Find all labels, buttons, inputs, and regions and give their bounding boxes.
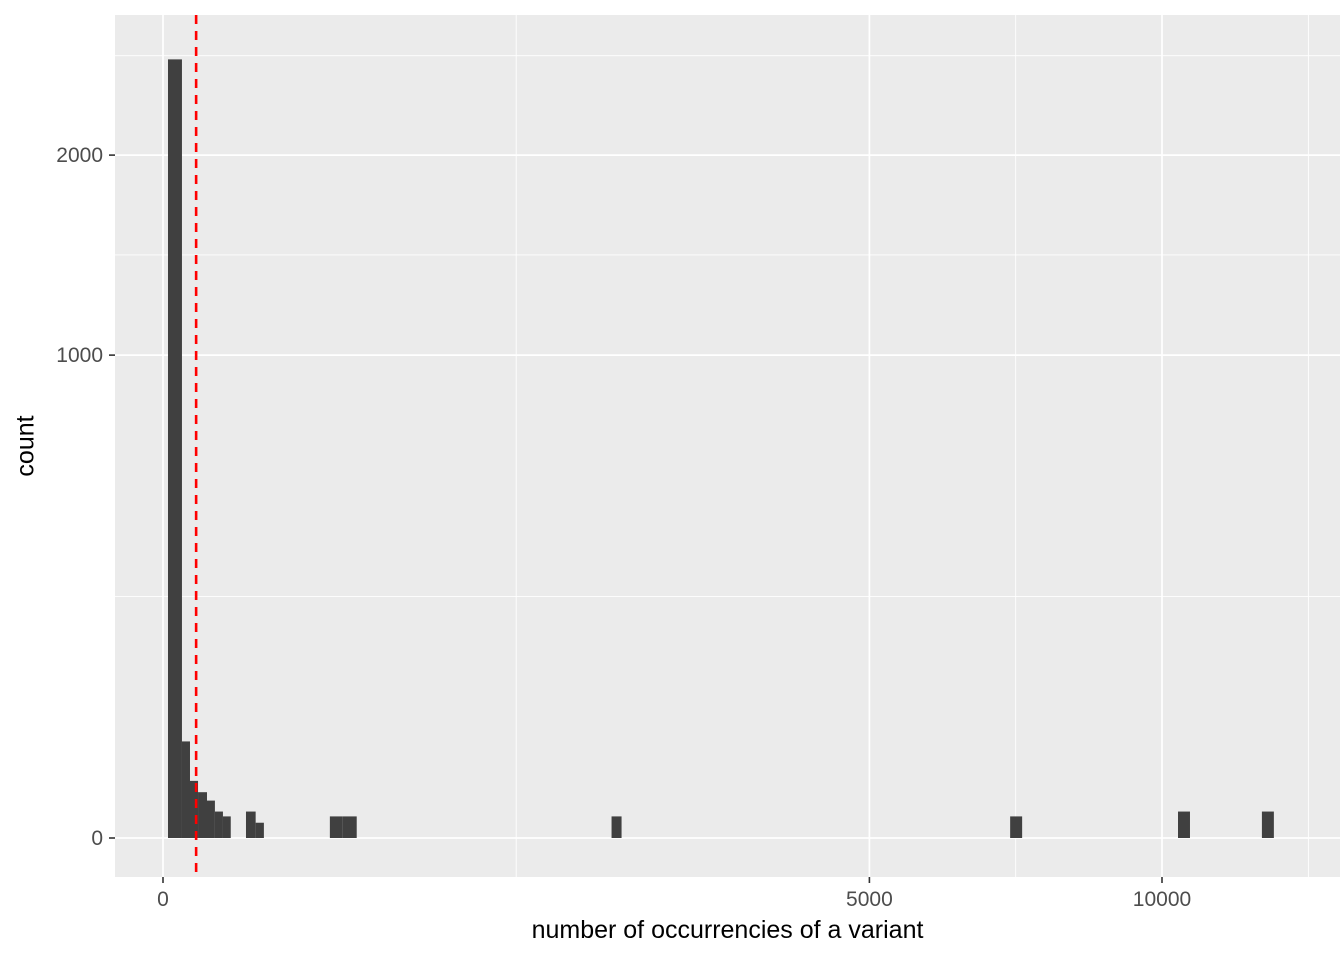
x-tick-label: 5000 — [846, 888, 893, 911]
histogram-bar — [342, 816, 357, 838]
histogram-bar — [222, 816, 231, 838]
histogram-bar — [167, 59, 182, 839]
x-tick-label: 10000 — [1133, 888, 1191, 911]
histogram-bar — [1010, 816, 1023, 838]
x-axis-title: number of occurrencies of a variant — [531, 916, 924, 944]
histogram-bar — [329, 816, 343, 838]
histogram-bar — [1178, 811, 1190, 838]
histogram-bar — [611, 816, 622, 838]
histogram-bar — [255, 822, 264, 838]
histogram-bar — [245, 811, 256, 838]
panel-background — [115, 15, 1340, 877]
y-tick-label: 0 — [91, 827, 103, 850]
y-tick-label: 1000 — [56, 344, 103, 367]
y-tick-label: 2000 — [56, 144, 103, 167]
histogram-bar — [181, 741, 190, 838]
histogram-bar — [198, 792, 208, 838]
y-axis-title: count — [11, 415, 40, 477]
histogram-bar — [214, 811, 223, 838]
histogram-bar — [207, 800, 215, 838]
histogram-bar — [189, 780, 199, 838]
x-tick-label: 0 — [157, 888, 169, 911]
histogram-bar — [1261, 811, 1274, 838]
